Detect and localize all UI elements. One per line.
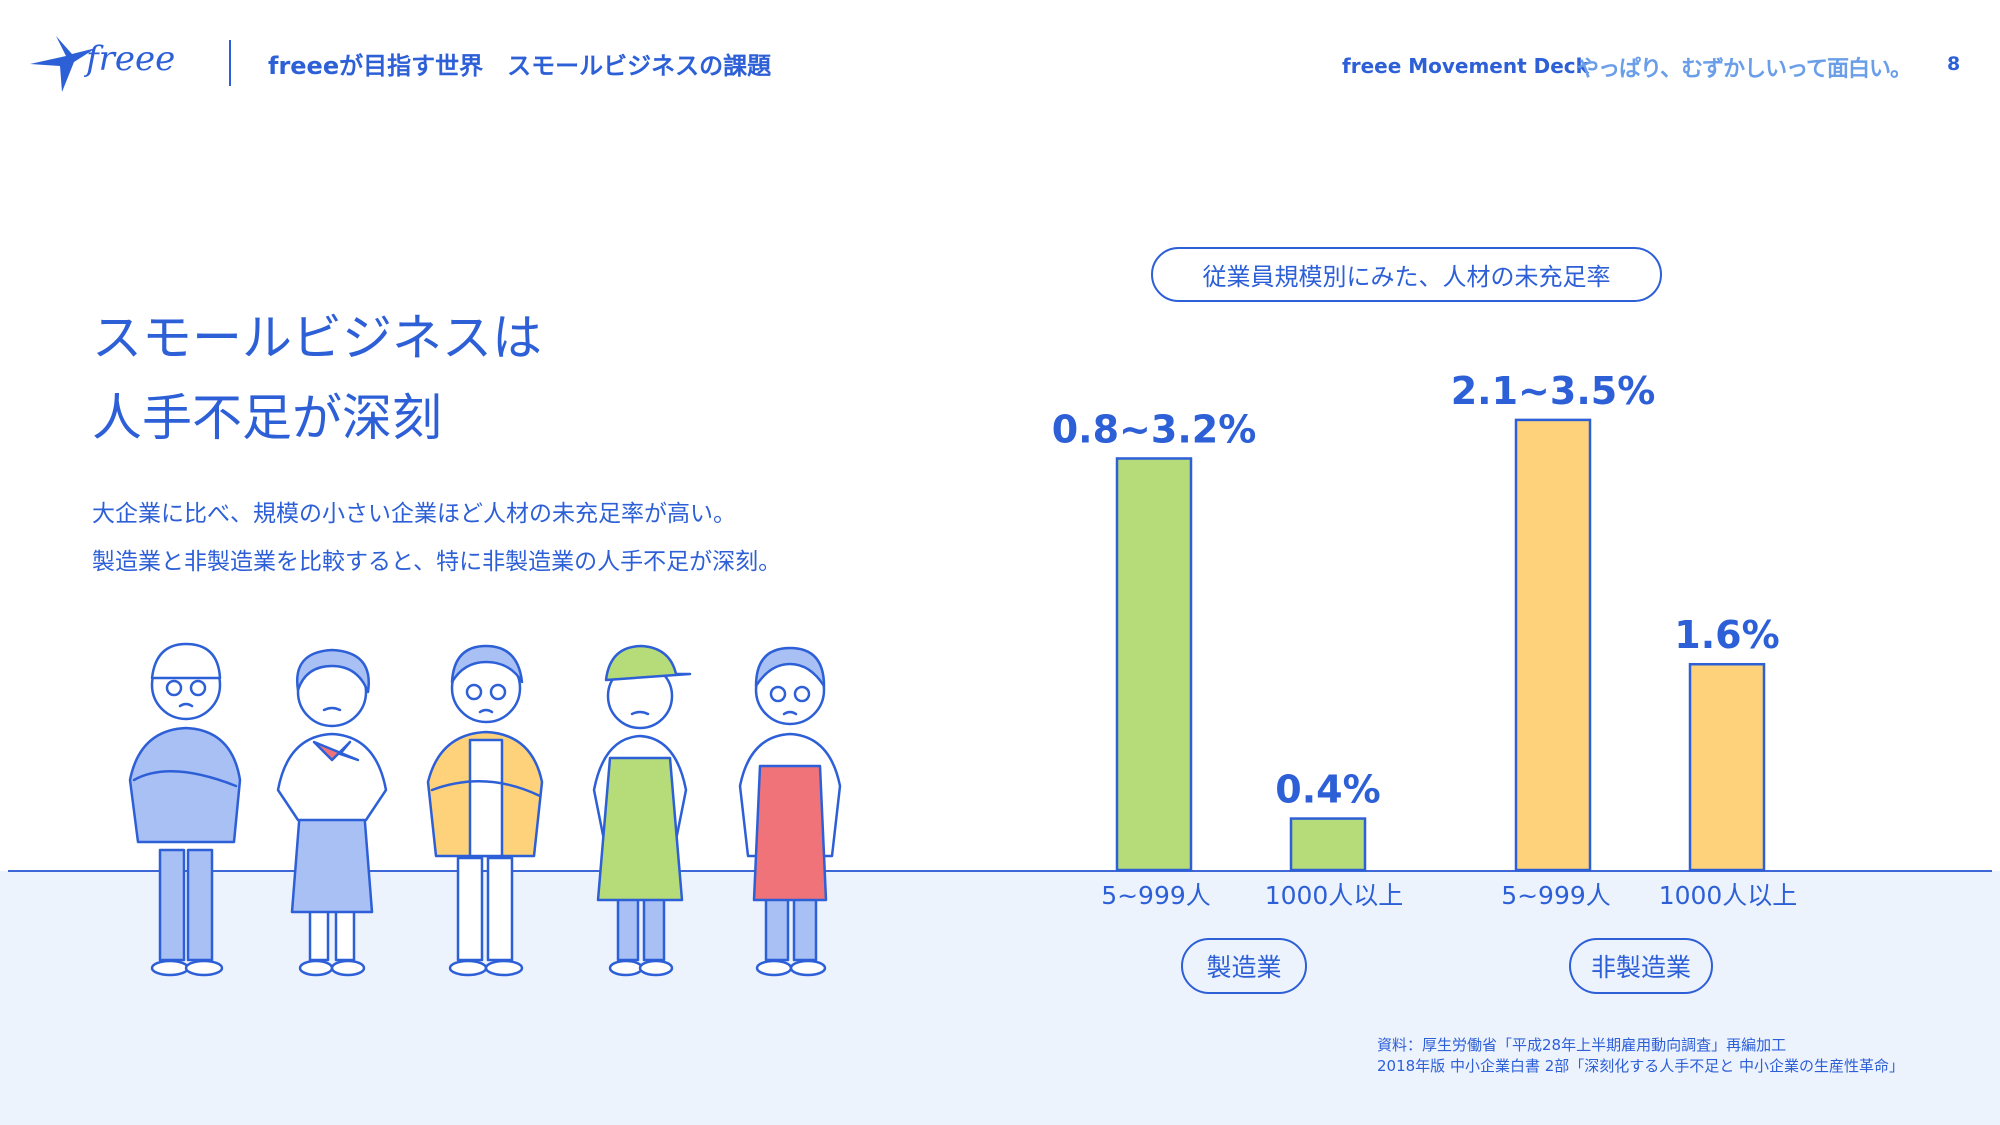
worker-3-figure	[426, 644, 544, 977]
headline-line-2: 人手不足が深刻	[92, 389, 442, 447]
value-label-2-1: 2.1~3.5%	[1451, 369, 1656, 413]
tagline: やっぱり、むずかしいって面白い。	[1577, 51, 1912, 83]
freee-logo: freee	[30, 36, 175, 92]
headline-line-1: スモールビジネスは	[92, 309, 542, 367]
body-line-2: 製造業と非製造業を比較すると、特に非製造業の人手不足が深刻。	[92, 549, 782, 575]
source-note: 資料：厚生労働省「平成28年上半期雇用動向調査」再編加工 2018年版 中小企業…	[1377, 1035, 1904, 1077]
page-title: freeeが目指す世界 スモールビジネスの課題	[268, 52, 772, 80]
value-label-2-2: 1.6%	[1674, 613, 1779, 657]
tagline-text: やっぱり、むずかしいって面白い。	[1577, 57, 1912, 82]
headline: スモールビジネスは 人手不足が深刻	[92, 298, 542, 458]
bar-2-1	[1514, 418, 1592, 872]
category-label-1-1: 5~999人	[1101, 881, 1211, 910]
svg-text:freee: freee	[83, 39, 175, 79]
worker-4-figure	[592, 644, 692, 977]
worker-1-figure	[128, 642, 242, 977]
worker-2-figure	[276, 648, 388, 977]
body-text: 大企業に比べ、規模の小さい企業ほど人材の未充足率が高い。 製造業と非製造業を比較…	[92, 490, 781, 586]
value-label-1-2: 0.4%	[1275, 768, 1380, 812]
floor-area	[0, 871, 2000, 1125]
bar-2-2	[1688, 662, 1766, 872]
category-label-2-2: 1000人以上	[1659, 881, 1798, 910]
chart-title: 従業員規模別にみた、人材の未充足率	[1151, 247, 1662, 302]
page-number: 8	[1947, 53, 1961, 75]
group-label-non-manufacturing: 非製造業	[1569, 938, 1713, 994]
category-label-2-1: 5~999人	[1501, 881, 1611, 910]
category-label-1-2: 1000人以上	[1265, 881, 1404, 910]
deck-label: freee Movement Deck	[1342, 54, 1589, 78]
header-divider	[229, 40, 231, 86]
source-line-2: 2018年版 中小企業白書 2部「深刻化する人手不足と 中小企業の生産性革命」	[1377, 1057, 1905, 1075]
worker-5-figure	[738, 646, 842, 977]
workers-illustration	[128, 642, 842, 977]
bar-1-2	[1289, 817, 1367, 872]
source-line-1: 資料：厚生労働省「平成28年上半期雇用動向調査」再編加工	[1377, 1036, 1787, 1054]
floor-line	[8, 870, 1992, 872]
value-label-1-1: 0.8~3.2%	[1052, 407, 1257, 451]
group-label-manufacturing: 製造業	[1181, 938, 1307, 994]
body-line-1: 大企業に比べ、規模の小さい企業ほど人材の未充足率が高い。	[92, 501, 736, 527]
bar-1-1	[1115, 457, 1193, 872]
